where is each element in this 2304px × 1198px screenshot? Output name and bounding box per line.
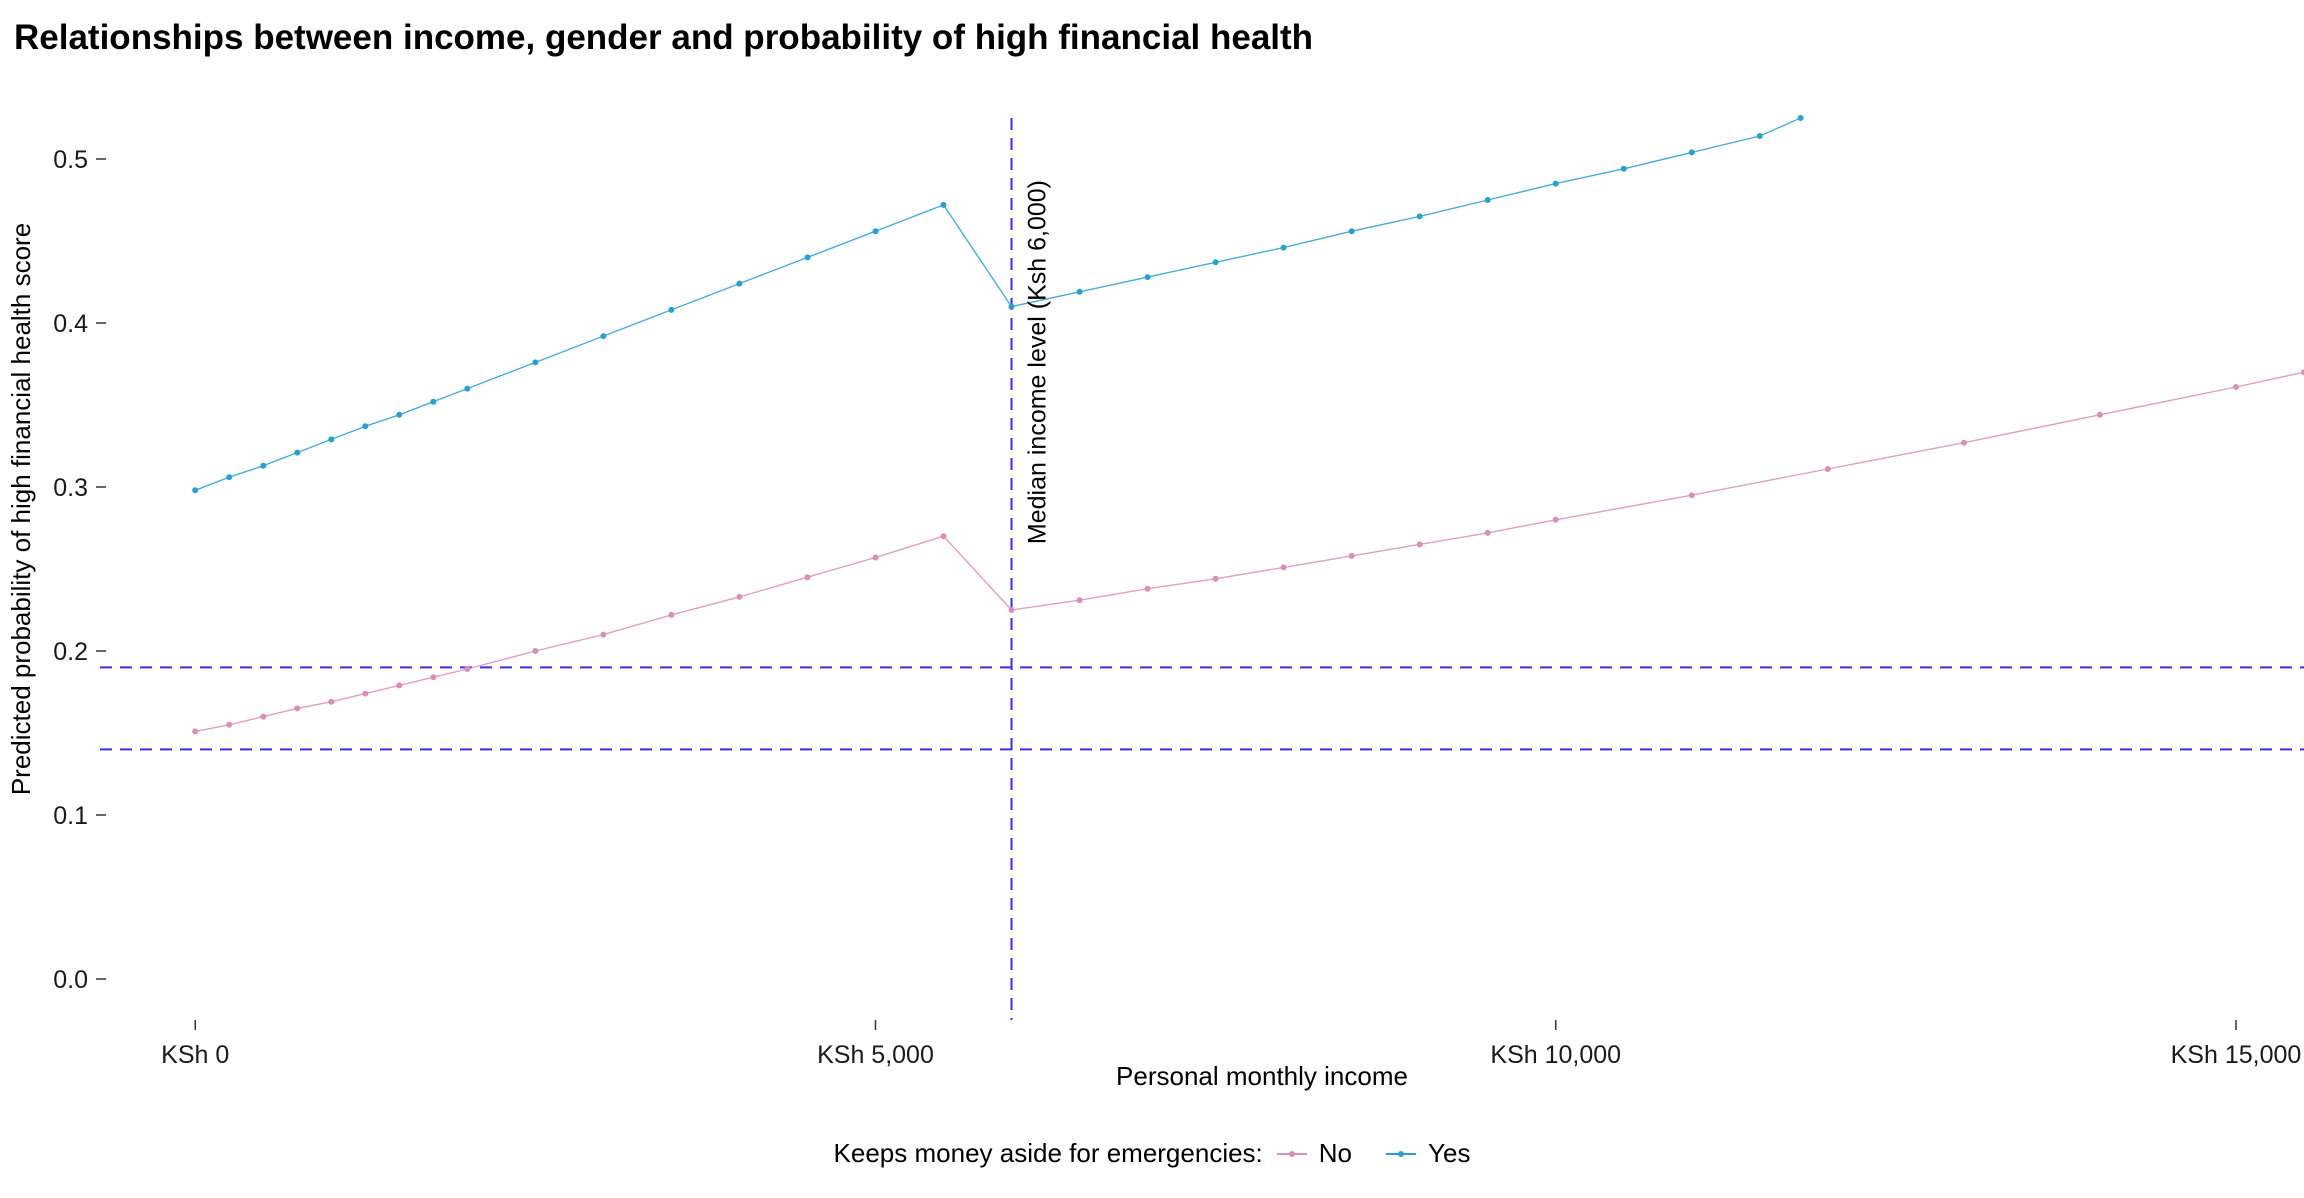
- data-point-yes: [872, 228, 879, 235]
- data-point-no: [1688, 492, 1695, 499]
- data-point-yes: [1797, 115, 1804, 121]
- data-point-yes: [1756, 133, 1763, 139]
- data-point-yes: [1484, 197, 1491, 203]
- data-point-yes: [1620, 165, 1627, 172]
- y-tick-label: 0.1: [53, 802, 88, 830]
- data-point-yes: [226, 474, 233, 481]
- data-point-yes: [1552, 180, 1559, 187]
- data-point-no: [1076, 597, 1083, 604]
- data-point-no: [804, 574, 811, 581]
- data-point-yes: [328, 436, 335, 443]
- data-point-yes: [260, 462, 267, 469]
- x-tick-label: KSh 10,000: [1490, 1041, 1621, 1069]
- data-point-yes: [1144, 274, 1151, 281]
- data-point-no: [192, 728, 199, 735]
- y-axis-title: Predicted probability of high financial …: [6, 223, 36, 795]
- data-point-no: [1416, 541, 1423, 548]
- series-layer: [192, 115, 2304, 735]
- data-point-no: [260, 713, 267, 720]
- axis-layer: 0.0 0.1 0.2 0.3 0.4 0.5 KSh 0 KSh 5,000 KSh 10,0…: [53, 146, 2301, 1069]
- data-point-yes: [532, 359, 539, 366]
- data-point-yes: [940, 201, 947, 208]
- data-point-yes: [464, 385, 471, 392]
- data-point-no: [600, 631, 607, 638]
- series-line-no: [195, 371, 2304, 733]
- data-point-no: [430, 674, 437, 681]
- data-point-no: [940, 533, 947, 540]
- data-point-no: [1280, 564, 1287, 571]
- data-point-no: [1212, 575, 1219, 582]
- data-point-yes: [600, 333, 607, 340]
- data-point-yes: [668, 306, 675, 313]
- series-line-yes: [194, 117, 1801, 491]
- data-point-no: [362, 690, 369, 697]
- legend-item-yes: Yes: [1386, 1138, 1470, 1169]
- data-point-no: [328, 698, 335, 705]
- data-point-yes: [430, 398, 437, 405]
- data-point-no: [736, 593, 743, 600]
- legend-title: Keeps money aside for emergencies:: [833, 1138, 1263, 1168]
- legend-label-yes: Yes: [1428, 1138, 1471, 1168]
- data-point-no: [2301, 369, 2304, 376]
- y-tick-label: 0.2: [53, 638, 88, 666]
- data-point-no: [1824, 466, 1831, 472]
- data-point-yes: [192, 487, 199, 494]
- data-point-no: [1552, 516, 1559, 523]
- data-point-no: [872, 554, 879, 561]
- data-point-yes: [1416, 213, 1423, 220]
- data-point-yes: [294, 449, 301, 456]
- median-income-annotation: Median income level (Ksh 6,000): [1024, 180, 1052, 544]
- chart-title: Relationships between income, gender and…: [14, 18, 1314, 57]
- data-point-yes: [1076, 288, 1083, 295]
- data-point-no: [1348, 552, 1355, 559]
- legend-label-no: No: [1318, 1138, 1353, 1168]
- data-point-no: [396, 682, 403, 689]
- data-point-no: [294, 705, 301, 712]
- data-point-no: [464, 666, 471, 672]
- data-point-yes: [736, 280, 743, 287]
- x-tick-label: KSh 0: [161, 1041, 229, 1069]
- y-tick-label: 0.3: [53, 474, 88, 502]
- data-point-no: [1484, 529, 1491, 536]
- x-tick-label: KSh 5,000: [817, 1041, 934, 1069]
- data-point-no: [2233, 384, 2239, 390]
- data-point-no: [2096, 411, 2103, 418]
- data-point-no: [1144, 585, 1151, 592]
- legend: Keeps money aside for emergencies: No Ye…: [0, 1138, 2304, 1169]
- data-point-no: [668, 611, 675, 618]
- data-point-no: [226, 721, 233, 728]
- y-tick-label: 0.0: [53, 966, 88, 994]
- x-axis-title: Personal monthly income: [1116, 1061, 1408, 1091]
- data-point-no: [532, 648, 539, 654]
- data-point-yes: [362, 423, 369, 430]
- legend-key-yes: [1386, 1143, 1417, 1165]
- legend-key-no: [1276, 1143, 1307, 1165]
- data-point-yes: [1348, 228, 1355, 235]
- y-tick-label: 0.4: [53, 310, 88, 338]
- data-point-no: [1008, 607, 1015, 613]
- x-tick-label: KSh 15,000: [2171, 1041, 2302, 1069]
- data-point-no: [1960, 439, 1967, 446]
- data-point-yes: [396, 411, 403, 418]
- data-point-yes: [804, 254, 811, 261]
- data-point-yes: [1688, 149, 1695, 156]
- data-point-yes: [1280, 244, 1287, 251]
- legend-item-no: No: [1276, 1138, 1353, 1169]
- data-point-yes: [1212, 259, 1219, 266]
- reference-lines: [100, 118, 2304, 1020]
- y-tick-label: 0.5: [53, 146, 88, 174]
- data-point-yes: [1008, 303, 1015, 310]
